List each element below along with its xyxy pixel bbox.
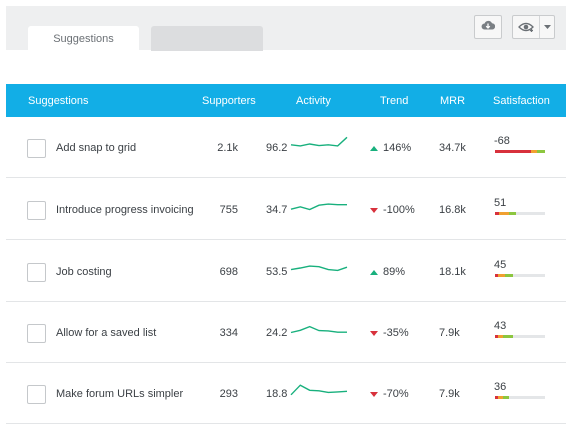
mrr-value: 7.9k: [439, 327, 460, 339]
activity-value: 96.2: [266, 142, 288, 154]
table-header: Suggestions Supporters Activity Trend MR…: [6, 84, 566, 117]
satisfaction-bar: [495, 396, 545, 399]
satisfaction-segment: [537, 150, 545, 153]
activity-value: 34.7: [266, 204, 288, 216]
trend-value: -100%: [383, 204, 415, 216]
cloud-download-icon: [481, 18, 496, 36]
trend-down-icon: [370, 207, 378, 213]
activity-sparkline: [290, 265, 348, 272]
suggestion-title[interactable]: Introduce progress invoicing: [56, 204, 194, 216]
eye-icon: [513, 16, 540, 38]
row-checkbox[interactable]: [27, 324, 46, 343]
supporters-count: 334: [219, 327, 238, 339]
trend-value: 146%: [383, 142, 412, 154]
col-activity[interactable]: Activity: [296, 95, 331, 107]
row-checkbox[interactable]: [27, 263, 46, 282]
tab-blank[interactable]: [151, 26, 263, 51]
table-row[interactable]: Job costing 698 53.5 89% 18.1k 45: [6, 241, 566, 302]
supporters-count: 2.1k: [217, 142, 238, 154]
view-options-button[interactable]: [512, 15, 555, 39]
satisfaction-bar: [495, 335, 545, 338]
suggestion-title[interactable]: Allow for a saved list: [56, 327, 157, 339]
activity-sparkline: [290, 325, 347, 334]
suggestion-title[interactable]: Job costing: [56, 266, 112, 278]
col-trend[interactable]: Trend: [380, 95, 409, 107]
col-suggestions[interactable]: Suggestions: [28, 95, 89, 107]
activity-value: 24.2: [266, 327, 288, 339]
row-checkbox[interactable]: [27, 139, 46, 158]
satisfaction-segment: [499, 212, 509, 215]
activity-sparkline: [290, 136, 348, 147]
mrr-value: 34.7k: [439, 142, 466, 154]
trend-down-icon: [370, 330, 378, 336]
activity-sparkline: [290, 203, 347, 211]
suggestion-title[interactable]: Make forum URLs simpler: [56, 388, 184, 400]
chevron-down-icon[interactable]: [540, 25, 554, 29]
satisfaction-segment: [495, 396, 498, 399]
satisfaction-value: 45: [494, 259, 507, 271]
satisfaction-bar: [495, 212, 545, 215]
table-row[interactable]: Allow for a saved list 334 24.2 -35% 7.9k 43: [6, 302, 566, 363]
col-mrr[interactable]: MRR: [440, 95, 466, 107]
cloud-download-button[interactable]: [474, 15, 502, 39]
satisfaction-segment: [509, 212, 516, 215]
satisfaction-bar: [495, 274, 545, 277]
tab-suggestions[interactable]: Suggestions: [28, 26, 139, 51]
table-row[interactable]: Make forum URLs simpler 293 18.8 -70% 7.9k 36: [6, 363, 566, 424]
trend-up-icon: [370, 269, 378, 275]
trend-indicator: 146%: [370, 142, 411, 154]
suggestion-title[interactable]: Add snap to grid: [56, 142, 137, 154]
trend-indicator: -70%: [370, 388, 409, 400]
satisfaction-segment: [495, 212, 499, 215]
satisfaction-segment: [498, 335, 503, 338]
mrr-value: 7.9k: [439, 388, 460, 400]
trend-indicator: -35%: [370, 327, 409, 339]
satisfaction-bar: [495, 150, 545, 153]
col-supporters[interactable]: Supporters: [202, 95, 256, 107]
row-checkbox[interactable]: [27, 385, 46, 404]
trend-value: -70%: [383, 388, 409, 400]
supporters-count: 755: [219, 204, 238, 216]
mrr-value: 18.1k: [439, 266, 466, 278]
tab-suggestions-label: Suggestions: [53, 32, 114, 45]
row-checkbox[interactable]: [27, 201, 46, 220]
supporters-count: 698: [219, 266, 238, 278]
satisfaction-segment: [503, 396, 509, 399]
trend-value: -35%: [383, 327, 409, 339]
satisfaction-segment: [531, 150, 537, 153]
supporters-count: 293: [219, 388, 238, 400]
trend-value: 89%: [383, 266, 406, 278]
table-row[interactable]: Introduce progress invoicing 755 34.7 -100%…: [6, 179, 566, 240]
satisfaction-segment: [495, 335, 498, 338]
col-satisfaction[interactable]: Satisfaction: [493, 95, 550, 107]
satisfaction-value: 43: [494, 320, 507, 332]
satisfaction-value: 51: [494, 197, 507, 209]
satisfaction-segment: [498, 396, 503, 399]
satisfaction-segment: [495, 150, 531, 153]
activity-sparkline: [290, 384, 348, 396]
satisfaction-segment: [495, 274, 498, 277]
table-row[interactable]: Add snap to grid 2.1k 96.2 146% 34.7k -68: [6, 117, 566, 178]
satisfaction-value: 36: [494, 381, 507, 393]
trend-down-icon: [370, 391, 378, 397]
satisfaction-segment: [498, 274, 505, 277]
trend-indicator: -100%: [370, 204, 415, 216]
trend-indicator: 89%: [370, 266, 405, 278]
trend-up-icon: [370, 145, 378, 151]
activity-value: 18.8: [266, 388, 288, 400]
activity-value: 53.5: [266, 266, 288, 278]
satisfaction-value: -68: [494, 135, 510, 147]
satisfaction-segment: [503, 335, 513, 338]
satisfaction-segment: [505, 274, 513, 277]
mrr-value: 16.8k: [439, 204, 466, 216]
